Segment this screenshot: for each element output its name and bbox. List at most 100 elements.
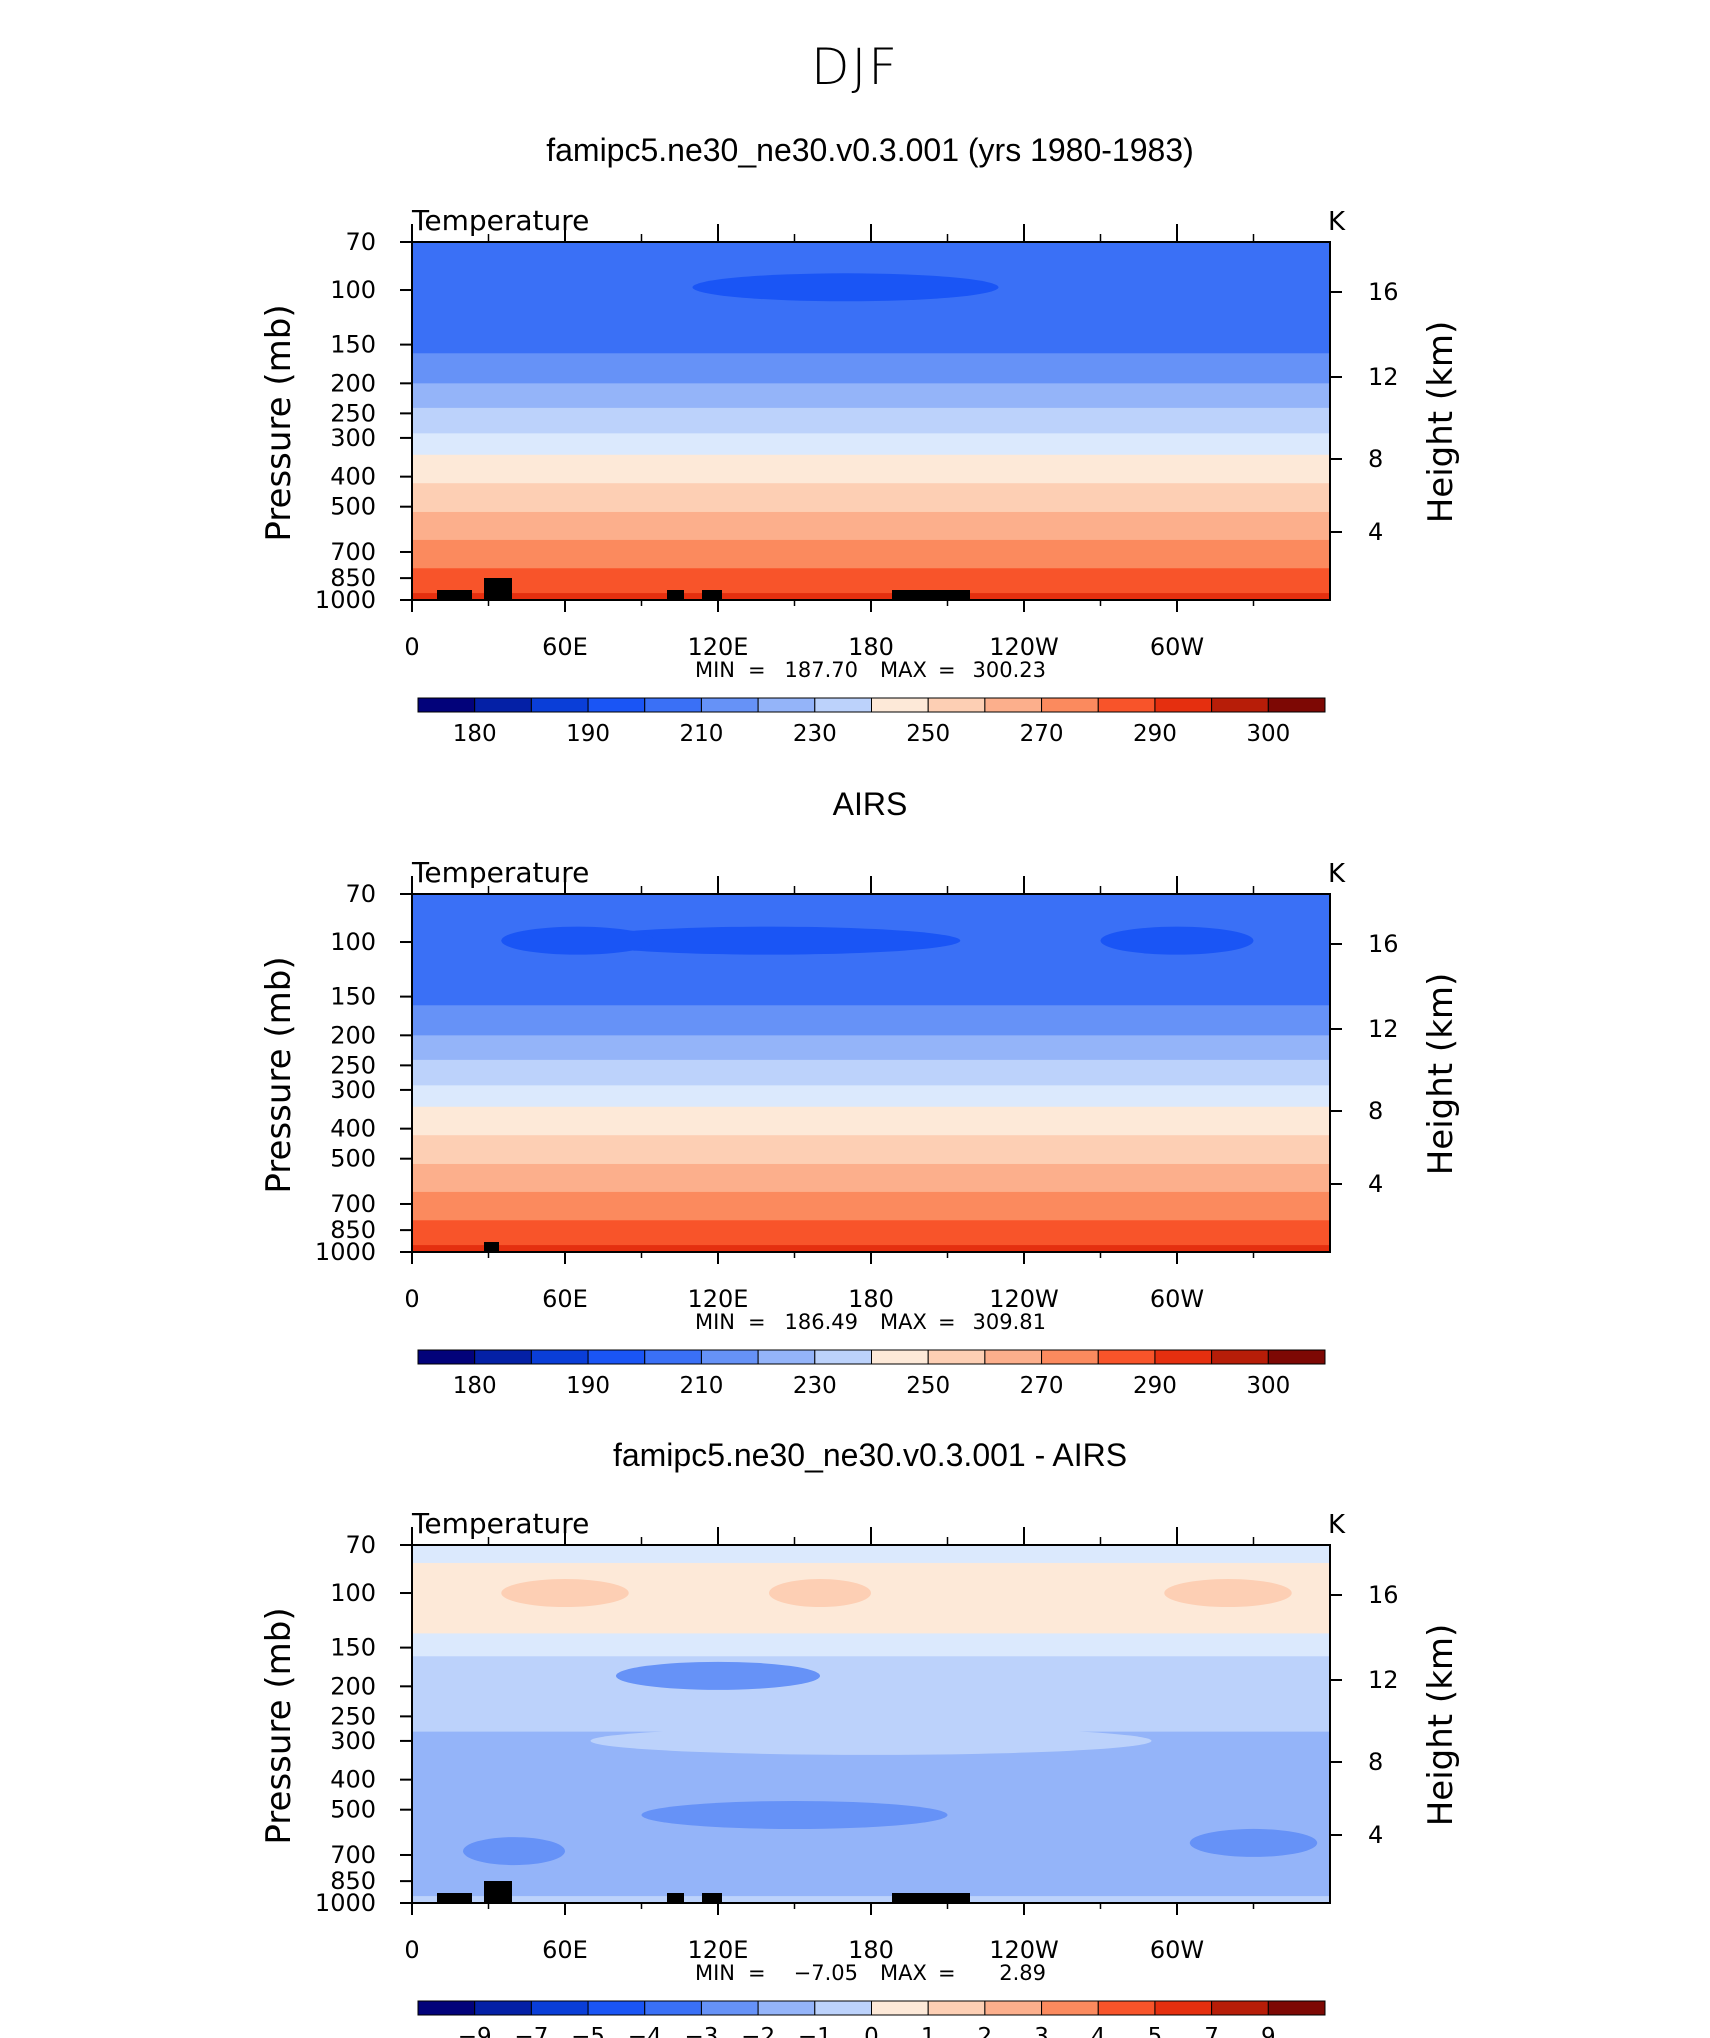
colorbar-label: 230 [793,721,837,747]
x-tick-label: 180 [848,1285,894,1313]
contour-band [412,353,1330,385]
y-tick-label: 100 [330,1579,376,1607]
colorbar-box [757,2000,816,2016]
stat-max-value: 309.81 [973,1310,1046,1334]
y-tick-label: 150 [330,1634,376,1662]
contour-band [412,320,1330,355]
colorbar-label: 250 [906,721,950,747]
contour-blob [1164,1579,1292,1608]
y2-tick-label: 4 [1368,518,1383,546]
y-axis-label: Pressure (mb) [259,304,299,541]
page-title: DJF [810,38,899,96]
contour-band [412,1135,1330,1165]
x-tick-label: 0 [404,633,419,661]
stat-min-label: MIN [695,1961,735,1985]
units-label: K [1328,1510,1346,1540]
panel-2-title: AIRS [832,786,908,822]
terrain-mask [437,1893,472,1903]
colorbar-box [474,1349,532,1365]
contour-band [412,568,1330,595]
y-tick-label: 100 [330,276,376,304]
colorbar-box [530,2000,589,2016]
colorbar-label: −4 [628,2024,662,2038]
x-tick-label: 0 [404,1285,419,1313]
contour-blob [463,1837,565,1866]
colorbar-box [871,697,929,713]
contour-blob [769,1579,871,1608]
contour-band [412,1085,1330,1108]
colorbar-box [814,1349,872,1365]
y-axis-label: Pressure (mb) [259,1607,299,1844]
y2-tick-label: 4 [1368,1821,1383,1849]
stat-eq: = [748,658,766,682]
y-tick-label: 1000 [315,586,376,614]
colorbar-box [530,697,589,713]
colorbar-box [644,697,702,713]
colorbar-label: 290 [1133,721,1177,747]
colorbar-label: 300 [1246,1373,1290,1399]
stat-min-value: −7.05 [794,1961,858,1985]
colorbar-box [984,1349,1043,1365]
colorbar-box [1097,697,1156,713]
variable-label: Temperature [411,856,589,889]
colorbar-label: 210 [679,721,723,747]
contour-field [412,242,1330,600]
contour-blob [501,1579,629,1608]
colorbar-label: 4 [1091,2024,1106,2038]
colorbar-box [1154,697,1213,713]
colorbar-box [700,2000,759,2016]
colorbar-box [417,697,476,713]
colorbar-label: −7 [514,2024,548,2038]
y-tick-label: 200 [330,1021,376,1049]
colorbar-box [587,1349,646,1365]
x-tick-label: 180 [848,633,894,661]
colorbar-box [530,1349,589,1365]
colorbar-box [1041,697,1099,713]
colorbar-box [1267,1349,1326,1365]
y-tick-label: 70 [345,1531,376,1559]
contour-blob [1189,1828,1318,1857]
contour-band [412,539,1330,570]
y-tick-label: 300 [330,424,376,452]
colorbar-box [1267,697,1326,713]
contour-band [412,1035,1330,1061]
x-tick-label: 60E [542,633,588,661]
colorbar-box [871,1349,929,1365]
terrain-mask [484,1242,499,1252]
colorbar-box [814,697,872,713]
y2-tick-label: 12 [1368,1666,1399,1694]
y2-tick-label: 16 [1368,278,1399,306]
y-tick-label: 500 [330,493,376,521]
panel-3: Temperature K0 60E 120E 180 120W 60W7010015020… [259,1507,1461,2038]
stat-eq: = [748,1310,766,1334]
terrain-mask [484,578,512,600]
terrain-mask [892,590,952,600]
y-tick-label: 150 [330,983,376,1011]
y-tick-label: 150 [330,331,376,359]
contour-band [412,1059,1330,1087]
colorbar-label: −2 [741,2024,775,2038]
y2-axis-label: Height (km) [1421,973,1461,1176]
colorbar-label: −9 [458,2024,492,2038]
y2-tick-label: 8 [1368,445,1383,473]
colorbar-box [1097,2000,1156,2016]
variable-label: Temperature [411,1507,589,1540]
contour-band [412,1005,1330,1037]
contour-band [412,1245,1330,1252]
colorbar-label: −5 [571,2024,605,2038]
colorbar-box [757,697,816,713]
colorbar-label: 210 [679,1373,723,1399]
contour-band [412,407,1330,435]
contour-band [412,383,1330,409]
x-tick-label: 60E [542,1936,588,1964]
x-tick-label: 60W [1150,1936,1204,1964]
colorbar-label: 5 [1148,2024,1163,2038]
contour-band [412,972,1330,1007]
colorbar-box [700,697,759,713]
y-tick-label: 70 [345,880,376,908]
stat-min-value: 187.70 [785,658,858,682]
y-tick-label: 200 [330,369,376,397]
colorbar-label: −3 [684,2024,718,2038]
colorbar-label: 270 [1020,1373,1064,1399]
contour-band [412,1163,1330,1193]
